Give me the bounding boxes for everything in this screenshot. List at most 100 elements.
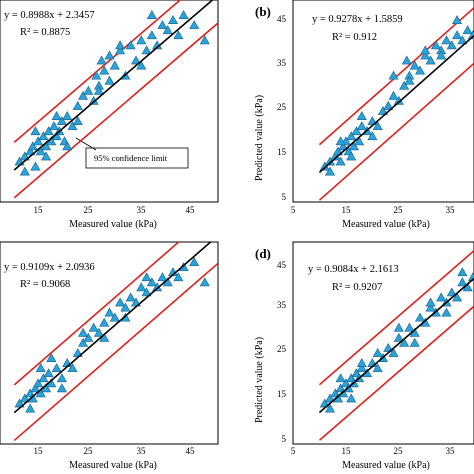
panel-d-xlabel: Measured value (kPa) [342,460,430,471]
panel-c-xlabel: Measured value (kPa) [69,460,157,471]
data-point [173,30,184,40]
data-point [462,25,473,35]
data-point [356,121,367,131]
data-point [56,116,67,125]
data-point [33,136,44,146]
data-point [325,393,336,403]
data-point [420,50,431,60]
panel-d-r2: R² = 0.9207 [332,282,382,293]
data-point [335,373,346,383]
data-point [25,146,36,156]
data-point [35,388,46,398]
data-point [409,337,420,347]
panel-c-xtick-35: 35 [137,446,147,456]
panel-d-ytick-35: 35 [277,300,287,310]
data-point [115,297,126,307]
data-point [109,60,120,70]
panel-d-frame [292,241,474,445]
data-point [99,65,110,75]
panel-d-equation: y = 0.9084x + 2.1613 [308,264,399,275]
data-point [141,45,152,55]
data-point [377,105,388,115]
panel-d-ytick-5: 5 [282,434,287,444]
data-point [48,121,59,131]
data-point [457,35,468,45]
data-point [43,368,54,378]
data-point [30,383,41,393]
panel-d-ytick-45: 45 [277,260,287,270]
data-point [99,317,110,327]
data-point [43,126,54,136]
data-point [19,166,30,176]
data-point [93,327,104,337]
lower-confidence-line [318,62,474,201]
panel-a-xlabel: Measured value (kPa) [69,219,157,230]
data-point [335,156,346,166]
data-point [72,116,83,125]
panel-d-plot [318,250,474,441]
data-point [146,10,157,19]
panel-b-xlabel: Measured value (kPa) [342,219,430,230]
data-point [83,85,94,95]
data-point [109,312,120,322]
data-point [425,297,436,307]
data-point [452,30,463,40]
data-point [72,100,83,110]
panel-d-xtick-25: 25 [394,446,404,456]
data-point [38,373,49,383]
data-point [19,393,30,403]
data-point [25,403,36,413]
data-point [51,111,62,120]
panel-a-plot [13,0,218,199]
regression-line [318,277,474,414]
lower-confidence-line [13,22,218,199]
annotation-text: 95% confidence limit [94,153,168,163]
panel-c-xtick-45: 45 [186,446,196,456]
data-point [83,332,94,342]
data-point [51,363,62,373]
panel-a-r2: R² = 0.8875 [20,27,70,38]
panel-a-xtick-15: 15 [34,205,44,215]
data-point [62,141,73,151]
upper-confidence-line [318,7,474,146]
regression-line [318,34,474,173]
data-point [351,126,362,136]
panel-c-xtick-15: 15 [34,446,44,456]
data-point [399,80,410,90]
panel-d-tag: (d) [255,246,271,261]
data-point [409,60,420,70]
data-point [78,337,89,347]
data-point [30,126,41,136]
data-point [388,70,399,80]
data-point [415,65,426,75]
data-point [346,131,357,141]
data-point [88,322,99,332]
data-point [348,141,359,151]
panel-a-xtick-35: 35 [137,205,147,215]
data-point [415,312,426,322]
data-point [104,75,115,85]
data-point [41,141,52,151]
annotation-box [85,147,189,169]
data-point [425,302,436,312]
panel-b-tag: (b) [255,4,271,19]
data-point [452,292,463,302]
panel-b-ytick-35: 35 [277,58,287,68]
data-point [393,322,404,332]
data-point [120,302,131,312]
data-point [157,272,168,282]
data-point [338,141,349,151]
data-point [436,292,447,302]
data-point [441,307,452,317]
panel-d-ylabel: Predicted value (kPa) [254,337,265,423]
data-point [96,55,107,65]
data-point [67,363,78,373]
data-point [104,50,115,60]
data-point [436,50,447,60]
data-point [325,166,336,176]
panel-b-xtick-5: 5 [291,205,296,215]
data-point [41,151,52,161]
lower-confidence-line [13,262,218,442]
data-point [91,70,102,80]
panel-c-plot [13,242,218,442]
